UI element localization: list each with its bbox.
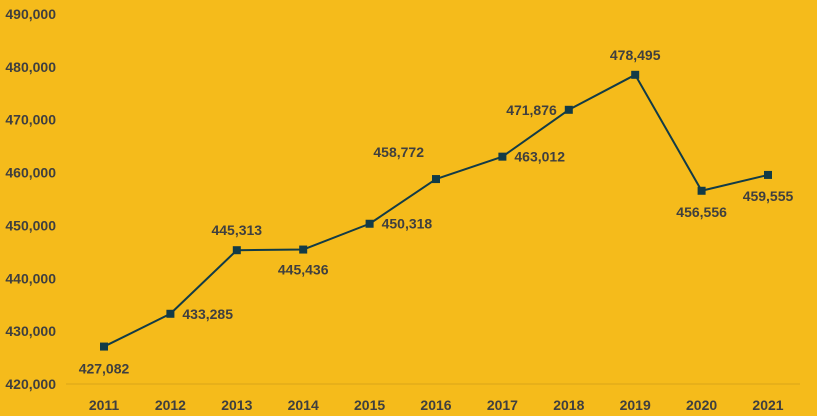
data-label: 456,556	[676, 204, 727, 220]
x-tick-label: 2020	[686, 397, 717, 413]
y-tick-label: 480,000	[5, 59, 56, 75]
series-markers	[100, 70, 772, 351]
x-tick-label: 2019	[620, 397, 651, 413]
y-axis-ticks: 420,000 430,000 440,000 450,000 460,000 470,0…	[5, 6, 56, 392]
x-tick-label: 2014	[288, 397, 319, 413]
data-label: 471,876	[506, 102, 557, 118]
x-tick-label: 2015	[354, 397, 385, 413]
x-tick-label: 2012	[155, 397, 186, 413]
data-label: 445,313	[211, 222, 262, 238]
data-label: 445,436	[278, 262, 329, 278]
data-point-marker	[564, 105, 573, 114]
data-point-marker	[697, 186, 706, 195]
y-tick-label: 490,000	[5, 6, 56, 22]
y-tick-label: 440,000	[5, 270, 56, 286]
data-point-marker	[299, 245, 308, 254]
data-point-marker	[166, 309, 175, 318]
y-tick-label: 430,000	[5, 323, 56, 339]
y-tick-label: 420,000	[5, 376, 56, 392]
x-tick-label: 2016	[420, 397, 451, 413]
data-label: 478,495	[610, 47, 661, 63]
data-label: 463,012	[514, 149, 565, 165]
data-label: 458,772	[373, 144, 424, 160]
data-label: 433,285	[182, 306, 233, 322]
x-tick-label: 2013	[221, 397, 252, 413]
x-tick-label: 2021	[752, 397, 783, 413]
x-tick-label: 2018	[553, 397, 584, 413]
data-label: 427,082	[79, 361, 130, 377]
data-point-marker	[432, 175, 440, 184]
y-tick-label: 470,000	[5, 112, 56, 128]
data-label: 450,318	[382, 216, 433, 232]
data-point-marker	[764, 170, 772, 179]
data-label: 459,555	[743, 188, 794, 204]
y-tick-label: 460,000	[5, 165, 56, 181]
x-tick-label: 2011	[89, 397, 120, 413]
x-axis-ticks: 2011 2012 2013 2014 2015 2016 2017 2018 2019 2020…	[89, 397, 784, 413]
data-point-marker	[232, 246, 241, 255]
data-point-marker	[498, 152, 507, 161]
data-point-marker	[365, 219, 374, 228]
y-tick-label: 450,000	[5, 217, 56, 233]
data-labels: 427,082 433,285 445,313 445,436 450,318 458,7…	[79, 47, 794, 377]
data-point-marker	[631, 70, 640, 79]
data-point-marker	[100, 342, 108, 351]
x-tick-label: 2017	[487, 397, 518, 413]
